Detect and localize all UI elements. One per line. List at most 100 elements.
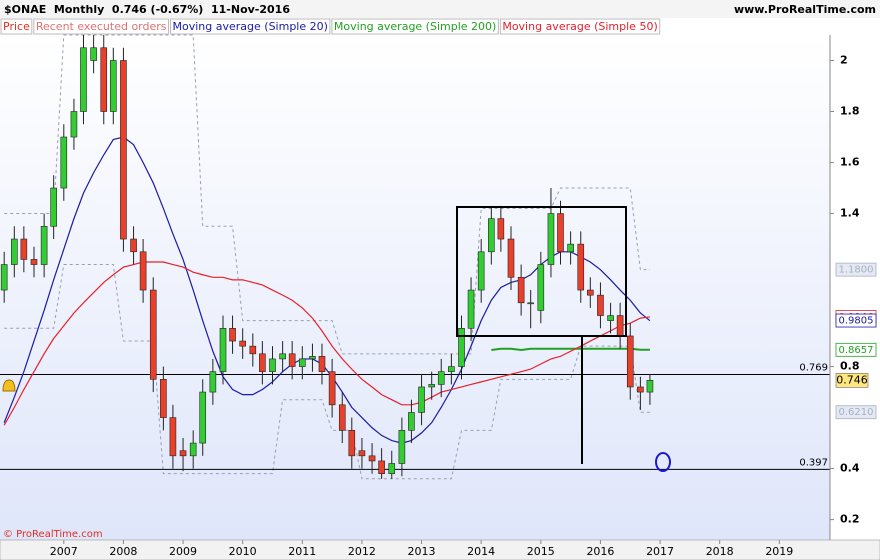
x-tick-label: 2012 xyxy=(348,545,376,558)
candle-body xyxy=(527,302,534,305)
y-tick-label: 0.8 xyxy=(840,360,860,373)
price-label-box xyxy=(835,405,877,420)
candle-body xyxy=(616,315,624,337)
price-label: 0.6210 xyxy=(839,407,874,418)
legend-entry: Recent executed orders xyxy=(36,20,167,33)
candle-body xyxy=(448,366,455,372)
candle-body xyxy=(567,243,574,253)
legend-entry: Price xyxy=(3,20,30,33)
candle-body xyxy=(249,345,257,355)
x-tick-label: 2009 xyxy=(169,545,197,558)
x-tick-label: 2017 xyxy=(646,545,674,558)
candle-body xyxy=(328,371,336,406)
candle-body xyxy=(199,391,207,444)
candle-body xyxy=(577,243,585,291)
candle-body xyxy=(160,379,167,418)
price-label-box xyxy=(835,313,877,328)
y-tick-label: 0.4 xyxy=(840,462,860,475)
moving-average-line xyxy=(491,347,650,351)
legend-box xyxy=(0,18,33,35)
last-price-label: 0.746 xyxy=(836,373,868,386)
candle-body xyxy=(488,218,495,253)
candle-body xyxy=(288,353,296,367)
candle-body xyxy=(428,384,435,388)
candle-body xyxy=(80,47,87,112)
candle-body xyxy=(219,328,227,372)
candle-body xyxy=(587,289,594,296)
header-title: $ONAE Monthly 0.746 (-0.67%) 11-Nov-2016 xyxy=(4,3,290,16)
moving-average-line xyxy=(3,136,651,444)
candle-body xyxy=(517,276,525,304)
x-tick-label: 2019 xyxy=(765,545,793,558)
candle-body xyxy=(299,358,306,367)
candle-body xyxy=(149,289,157,380)
candle-body xyxy=(348,430,356,457)
x-tick-label: 2011 xyxy=(288,545,316,558)
horizontal-line-label: 0.397 xyxy=(799,457,828,468)
candle-body xyxy=(11,238,18,265)
x-tick-label: 2014 xyxy=(467,545,495,558)
x-tick-label: 2016 xyxy=(586,545,614,558)
plot-area xyxy=(0,35,830,540)
x-tick-label: 2010 xyxy=(229,545,257,558)
candle-body xyxy=(537,264,545,311)
candle-body xyxy=(388,463,396,474)
x-axis-strip xyxy=(0,539,880,560)
candle-body xyxy=(547,213,555,265)
candle-body xyxy=(418,386,425,413)
candle-body xyxy=(229,328,236,342)
legend-box xyxy=(170,18,331,35)
footer: © ProRealTime.com xyxy=(3,529,103,540)
candle-body xyxy=(646,380,654,393)
candle-body xyxy=(368,455,376,462)
candle-body xyxy=(607,315,614,321)
price-label: 0.9805 xyxy=(839,316,874,327)
candle-body xyxy=(179,450,187,457)
candle-body xyxy=(40,225,48,265)
candle-body xyxy=(239,340,246,347)
candle-body xyxy=(70,111,78,138)
y-tick-label: 2 xyxy=(840,54,848,67)
moving-average-line xyxy=(3,261,651,426)
drawn-box xyxy=(456,206,627,337)
candle-body xyxy=(408,412,415,431)
envelope-line xyxy=(4,264,650,480)
candle-body xyxy=(358,450,366,457)
alert-bell[interactable] xyxy=(2,379,16,392)
envelope-line xyxy=(4,34,650,355)
x-tick-label: 2018 xyxy=(706,545,734,558)
axes: 0.2 0.4 0.8 1.4 1.6 1.8 2 2007 2008 2009 2010 2011 2… xyxy=(50,54,877,558)
candle-body xyxy=(100,47,108,112)
candle-body xyxy=(458,328,465,367)
header-bar xyxy=(0,0,880,18)
candle-body xyxy=(467,289,475,329)
candle-body xyxy=(189,442,197,457)
price-label: 0.8657 xyxy=(839,345,874,356)
y-tick-label: 1.8 xyxy=(840,105,860,118)
legend-box xyxy=(33,18,170,35)
candle-body xyxy=(259,353,266,372)
x-tick-label: 2015 xyxy=(527,545,555,558)
last-price-box xyxy=(835,373,869,388)
candle-body xyxy=(626,335,634,388)
legend-entry: Moving average (Simple 200) xyxy=(334,20,496,33)
legend: Price Recent executed orders Moving averag… xyxy=(0,18,661,35)
candle-body xyxy=(637,386,644,393)
candle-body xyxy=(20,238,28,260)
candle-body xyxy=(279,353,286,360)
candle-body xyxy=(209,371,217,393)
price-label: 1.1800 xyxy=(839,265,874,276)
candle-body xyxy=(477,251,485,291)
price-label-box xyxy=(835,342,877,357)
candle-body xyxy=(109,60,117,112)
legend-box xyxy=(499,18,661,35)
price-label-box xyxy=(835,262,877,277)
candle-body xyxy=(318,356,326,372)
horizontal-line-label: 0.769 xyxy=(799,362,828,373)
y-tick-label: 1.6 xyxy=(840,156,860,169)
x-tick-label: 2008 xyxy=(109,545,137,558)
x-tick-label: 2007 xyxy=(50,545,78,558)
legend-box xyxy=(331,18,499,35)
